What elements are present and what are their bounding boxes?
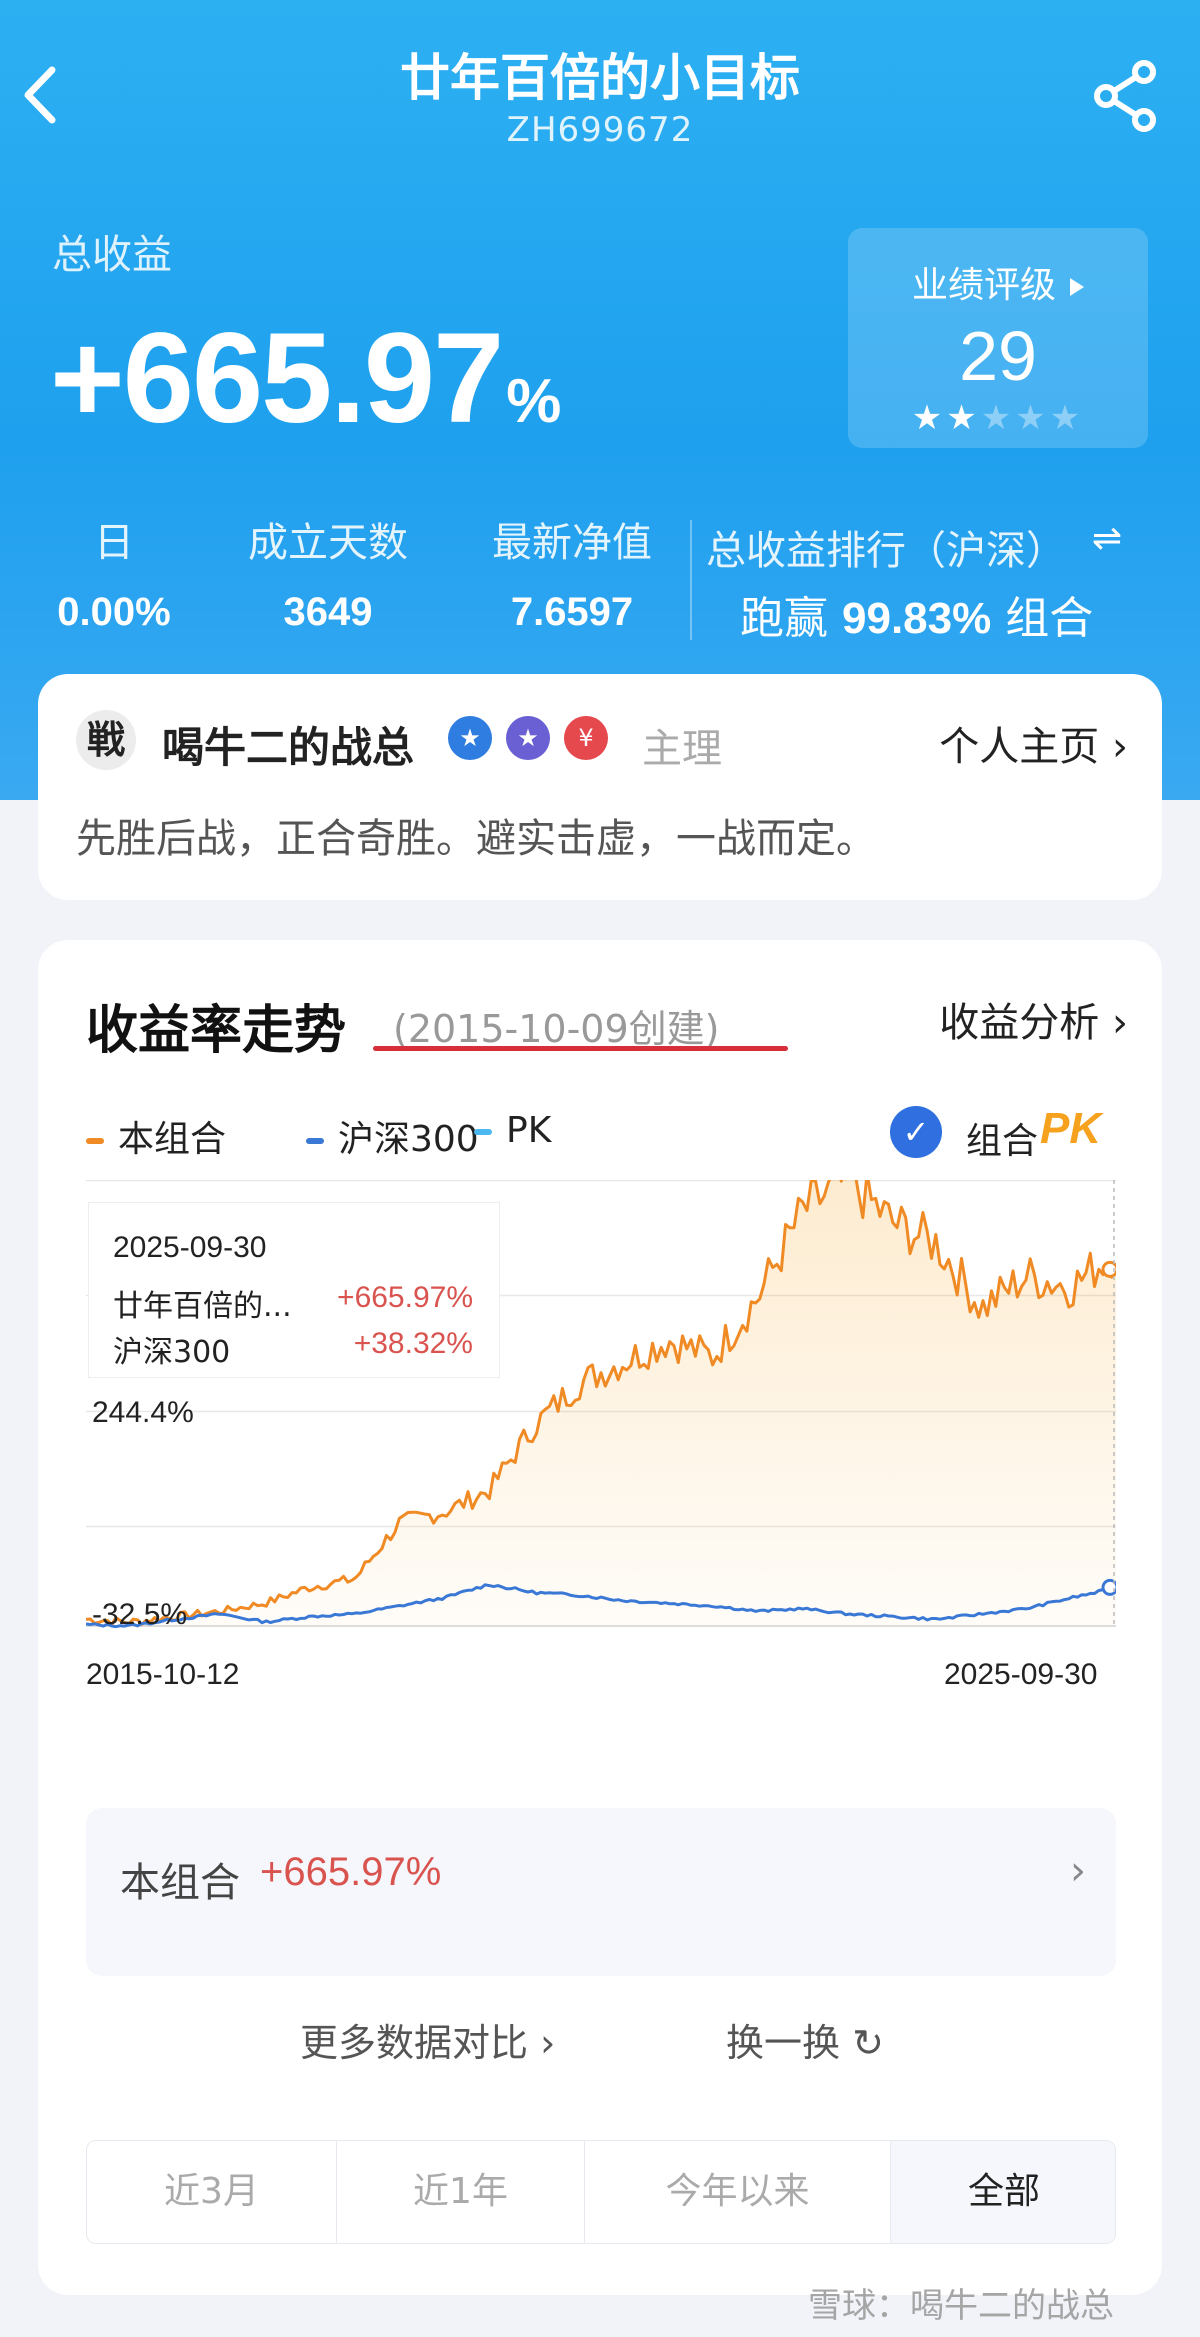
stat-value: 0.00% <box>57 590 171 634</box>
legend-item-hs300[interactable]: 沪深300 <box>306 1110 479 1162</box>
homepage-link[interactable]: 个人主页 › <box>939 724 1128 770</box>
tab-3m[interactable]: 近3月 <box>87 2141 337 2243</box>
stat-value: 3649 <box>283 590 373 634</box>
rank-label: 总收益排行（沪深） <box>706 528 1066 574</box>
more-data-compare-link[interactable]: 更多数据对比 › <box>300 2021 556 2065</box>
legend-item-pk[interactable]: PK <box>474 1110 551 1151</box>
legend-dash <box>474 1129 492 1135</box>
legend-dash <box>306 1138 324 1144</box>
rank-value: 跑赢 99.83% 组合 <box>740 582 1093 646</box>
rating-score: 29 <box>959 317 1037 395</box>
total-return-value: +665.97% <box>50 305 561 452</box>
rank-percent: 99.83% <box>842 594 992 643</box>
y-tick-label: -32.5% <box>92 1598 188 1631</box>
star-icon: ★ <box>911 398 947 438</box>
stat-label: 日 <box>94 520 134 566</box>
legend-label: PK <box>506 1110 552 1151</box>
return-trend-card: 收益率走势 (2015-10-09创建) 收益分析 › 本组合 沪深300 PK… <box>38 940 1162 2295</box>
pk-brand: PK <box>1040 1104 1102 1153</box>
tooltip-series-name: 沪深300 <box>113 1335 231 1370</box>
star-icon: ★ <box>1049 398 1085 438</box>
yen-icon: ¥ <box>564 716 608 760</box>
stat-nav: 最新净值 7.6597 <box>472 510 672 635</box>
swap-icon[interactable]: ⇌ <box>1092 518 1123 559</box>
red-underline-annotation <box>373 1046 788 1051</box>
chevron-left-icon <box>24 66 56 124</box>
author-motto: 先胜后战，正合奇胜。避实击虚，一战而定。 <box>76 816 876 862</box>
medal-icon: ★ <box>448 716 492 760</box>
hero-background <box>0 0 1200 800</box>
total-return-label: 总收益 <box>52 232 172 278</box>
star-icon: ★ <box>946 398 981 438</box>
tab-1y[interactable]: 近1年 <box>337 2141 585 2243</box>
rating-title-text: 业绩评级 <box>911 265 1056 306</box>
star-icon: ★ <box>980 398 1016 438</box>
stat-days: 成立天数 3649 <box>228 510 428 635</box>
trend-title: 收益率走势 <box>86 1001 347 1061</box>
share-button[interactable] <box>1092 58 1162 138</box>
share-icon <box>1094 60 1156 132</box>
summary-label: 本组合 <box>120 1860 240 1906</box>
tooltip-series-value: +665.97% <box>337 1281 473 1314</box>
series-line-hs300 <box>86 1583 1116 1629</box>
series-area-portfolio <box>86 1180 1116 1626</box>
legend-item-portfolio[interactable]: 本组合 <box>86 1110 226 1162</box>
author-name[interactable]: 喝牛二的战总 <box>162 723 415 772</box>
created-date: (2015-10-09创建) <box>393 1007 720 1051</box>
series-line-portfolio <box>86 1180 1116 1627</box>
refresh-swap-link[interactable]: 换一换 ↻ <box>726 2021 884 2065</box>
summary-value: +665.97% <box>260 1850 442 1894</box>
star-icon: ★ <box>1015 398 1050 438</box>
x-tick-label: 2015-10-12 <box>86 1658 240 1691</box>
rating-stars: ★★★★★ <box>848 398 1148 438</box>
legend-label: 本组合 <box>118 1119 227 1160</box>
portfolio-summary-row[interactable]: 本组合 +665.97% › <box>86 1808 1116 1976</box>
return-analysis-link[interactable]: 收益分析 › <box>939 1000 1128 1046</box>
top-header: 廿年百倍的小目标 ZH699672 <box>0 0 1200 170</box>
y-tick-label: 244.4% <box>92 1396 194 1429</box>
total-return-unit: % <box>506 367 561 436</box>
series-endpoint <box>1101 1260 1116 1278</box>
checkmark-icon[interactable]: ✓ <box>890 1106 942 1158</box>
star-icon: ★ <box>506 716 550 760</box>
watermark: 雪球：喝牛二的战总 <box>808 2286 1114 2326</box>
chart-tooltip: 2025-09-30 廿年百倍的... +665.97% 沪深300 +38.3… <box>88 1202 500 1378</box>
author-card: 戦 喝牛二的战总 ★ ★ ¥ 主理 个人主页 › 先胜后战，正合奇胜。避实击虚，… <box>38 674 1162 900</box>
back-button[interactable] <box>18 60 68 130</box>
stat-value: 7.6597 <box>510 590 634 634</box>
portfolio-title: 廿年百倍的小目标 <box>400 49 800 107</box>
stat-daily: 日 0.00% <box>44 510 184 635</box>
tooltip-series-value: +38.32% <box>353 1327 473 1360</box>
stat-label: 成立天数 <box>248 520 408 566</box>
tooltip-date: 2025-09-30 <box>113 1231 267 1264</box>
rank-suffix: 组合 <box>1005 593 1094 644</box>
total-return-number: +665.97 <box>50 307 504 450</box>
rating-title: 业绩评级 <box>848 256 1148 308</box>
x-tick-label: 2025-09-30 <box>944 1658 1098 1691</box>
time-range-tabs: 近3月 近1年 今年以来 全部 <box>86 2140 1116 2244</box>
rank-prefix: 跑赢 <box>740 593 828 644</box>
legend-dash <box>86 1138 104 1144</box>
stat-label: 最新净值 <box>492 520 652 566</box>
avatar[interactable]: 戦 <box>76 710 136 770</box>
portfolio-code: ZH699672 <box>506 110 694 150</box>
triangle-right-icon <box>1070 278 1084 296</box>
tooltip-series-name: 廿年百倍的... <box>113 1289 292 1324</box>
stat-divider <box>690 520 692 640</box>
tab-ytd[interactable]: 今年以来 <box>585 2141 891 2243</box>
pk-label: 组合 <box>966 1121 1039 1162</box>
role-label: 主理 <box>642 726 722 772</box>
tab-all[interactable]: 全部 <box>891 2141 1115 2243</box>
series-endpoint <box>1101 1578 1116 1596</box>
legend-label: 沪深300 <box>338 1119 479 1160</box>
performance-rating-card[interactable]: 业绩评级 29 ★★★★★ <box>848 228 1148 448</box>
chevron-right-icon: › <box>1070 1848 1086 1894</box>
